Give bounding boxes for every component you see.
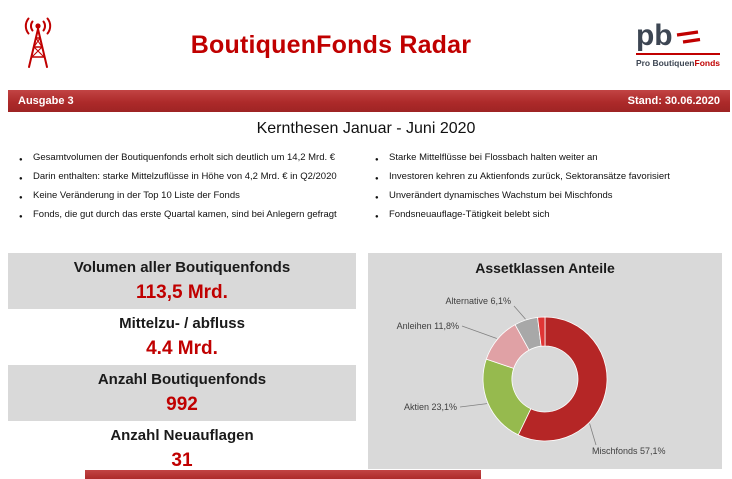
stats-panel: Volumen aller Boutiquenfonds 113,5 Mrd. …: [8, 253, 356, 471]
leader-line: [459, 403, 488, 408]
radio-tower-icon: [0, 17, 80, 74]
logo-subtitle: Pro BoutiquenFonds: [635, 53, 721, 68]
stat-value: 113,5 Mrd.: [136, 282, 228, 303]
donut-slice-mischfonds: [517, 316, 608, 442]
leader-line: [589, 423, 597, 446]
logo-subtitle-dark: Pro Boutiquen: [635, 58, 695, 68]
leader-line: [461, 325, 497, 339]
bullet-item: Fonds, die gut durch das erste Quartal k…: [18, 209, 366, 223]
bullet-item: Investoren kehren zu Aktienfonds zurück,…: [374, 171, 720, 185]
logo-subtitle-red: Fonds: [694, 58, 721, 68]
stat-value: 31: [171, 450, 193, 471]
bullet-item: Gesamtvolumen der Boutiquenfonds erholt …: [18, 152, 366, 166]
issue-banner: Ausgabe 3 Stand: 30.06.2020: [8, 90, 730, 112]
donut-label-alternative: Alternative 6,1%: [445, 296, 511, 306]
logo-slash-icon: [676, 30, 700, 44]
stat-value: 992: [166, 394, 198, 415]
bullets-right: Starke Mittelflüsse bei Flossbach halten…: [374, 152, 720, 228]
date-label: Stand: 30.06.2020: [627, 95, 720, 107]
donut-label-mischfonds: Mischfonds 57,1%: [592, 446, 666, 456]
stat-mittelzufluss: Mittelzu- / abfluss 4.4 Mrd.: [8, 309, 356, 365]
brand-logo: pb Pro BoutiquenFonds: [635, 19, 721, 68]
chart-title: Assetklassen Anteile: [475, 260, 615, 276]
bullet-item: Keine Veränderung in der Top 10 Liste de…: [18, 190, 366, 204]
donut-label-anleihen: Anleihen 11,8%: [397, 321, 459, 331]
bullet-item: Fondsneuauflage-Tätigkeit belebt sich: [374, 209, 720, 223]
logo-text: pb: [635, 19, 673, 52]
header: BoutiquenFonds Radar pb Pro BoutiquenFon…: [0, 0, 732, 90]
donut-slice-aktien: [482, 358, 532, 436]
stat-anzahl-fonds: Anzahl Boutiquenfonds 992: [8, 365, 356, 421]
section-title: Kernthesen Januar - Juni 2020: [256, 120, 476, 137]
stat-label: Anzahl Neuauflagen: [110, 427, 254, 444]
assetklassen-panel: Assetklassen Anteile Mischfonds 57,1% Akt…: [368, 253, 722, 469]
stat-label: Mittelzu- / abfluss: [119, 315, 245, 332]
kernthesen-bullets: Gesamtvolumen der Boutiquenfonds erholt …: [18, 152, 722, 228]
donut-slice-rest: [537, 316, 546, 347]
stat-value: 4.4 Mrd.: [146, 338, 218, 359]
stat-volumen: Volumen aller Boutiquenfonds 113,5 Mrd.: [8, 253, 356, 309]
issue-label: Ausgabe 3: [18, 95, 74, 107]
stat-label: Anzahl Boutiquenfonds: [97, 371, 267, 388]
stat-label: Volumen aller Boutiquenfonds: [73, 259, 291, 276]
bullet-item: Starke Mittelflüsse bei Flossbach halten…: [374, 152, 720, 166]
bullet-item: Unverändert dynamisches Wachstum bei Mis…: [374, 190, 720, 204]
next-section-bar: [85, 470, 481, 479]
stat-neuauflagen: Anzahl Neuauflagen 31: [8, 421, 356, 477]
donut-chart: Mischfonds 57,1% Aktien 23,1% Anleihen 11,…: [397, 296, 666, 456]
bullet-item: Darin enthalten: starke Mittelzuflüsse i…: [18, 171, 366, 185]
page-title: BoutiquenFonds Radar: [190, 30, 472, 59]
donut-label-aktien: Aktien 23,1%: [404, 402, 457, 412]
bullets-left: Gesamtvolumen der Boutiquenfonds erholt …: [18, 152, 366, 228]
leader-line: [513, 305, 526, 320]
